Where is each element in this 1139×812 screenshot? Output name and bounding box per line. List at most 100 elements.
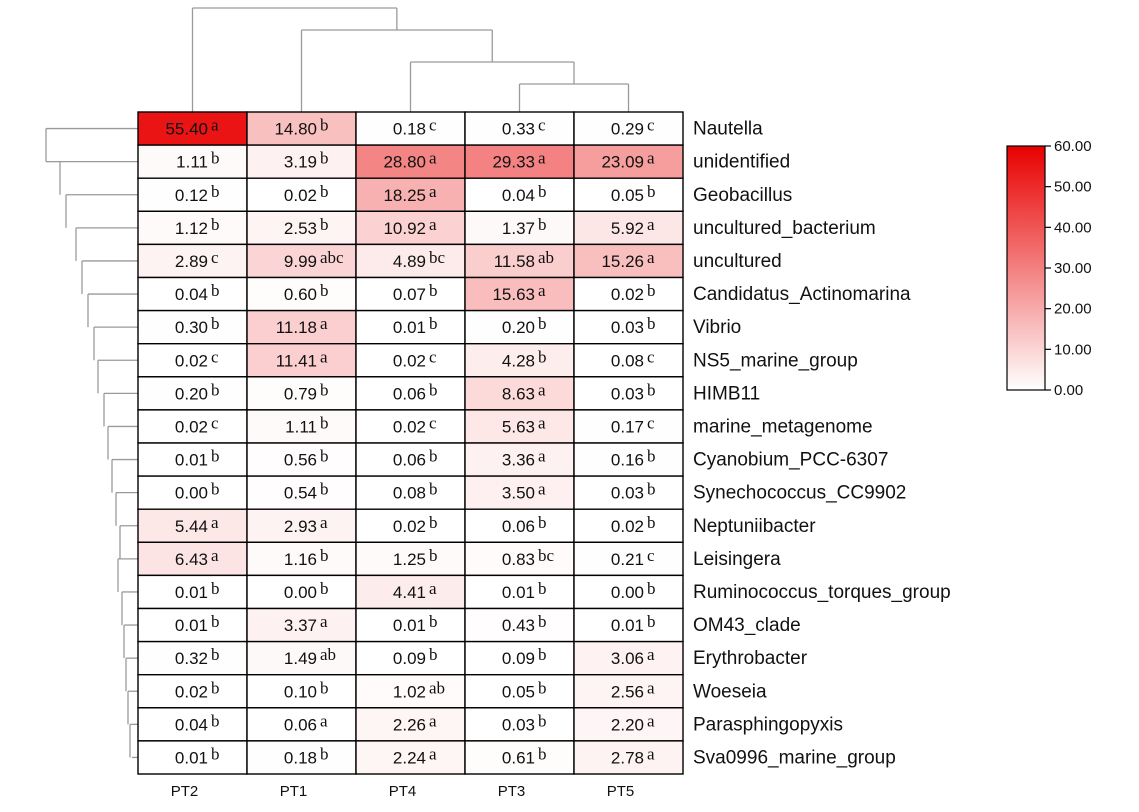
significance-letter: b bbox=[320, 447, 329, 466]
row-label: OM43_clade bbox=[693, 615, 801, 636]
heatmap-cell bbox=[246, 707, 357, 742]
cell-value-label: 0.01 bbox=[175, 748, 208, 767]
significance-letter: b bbox=[320, 182, 329, 201]
color-scale-legend: 60.00 50.00 40.00 30.00 20.00 10.00 0.00 bbox=[1006, 138, 1092, 399]
column-label: PT3 bbox=[498, 783, 526, 800]
significance-letter: ab bbox=[429, 678, 445, 697]
significance-letter: b bbox=[647, 612, 656, 631]
row-label: uncultured bbox=[693, 251, 782, 272]
cell-value-label: 0.32 bbox=[175, 649, 208, 668]
legend-tick-label: 60.00 bbox=[1054, 138, 1092, 155]
cell-value-label: 0.05 bbox=[611, 186, 644, 205]
heatmap-cell bbox=[246, 541, 357, 577]
significance-letter: b bbox=[211, 678, 220, 697]
heatmap-cell bbox=[464, 607, 575, 643]
cell-value-label: 0.01 bbox=[611, 616, 644, 635]
cell-value-label: 11.41 bbox=[276, 351, 317, 370]
cell-value-label: 0.02 bbox=[175, 682, 208, 701]
significance-letter: a bbox=[429, 182, 437, 201]
heatmap-cell bbox=[464, 740, 575, 775]
cell-value-label: 0.20 bbox=[502, 318, 535, 337]
significance-letter: a bbox=[647, 215, 655, 234]
cell-value-label: 0.08 bbox=[393, 484, 426, 503]
significance-letter: c bbox=[538, 116, 546, 135]
cell-value-label: 0.17 bbox=[611, 417, 644, 436]
row-label: Erythrobacter bbox=[693, 648, 808, 669]
row-label: Synechococcus_CC9902 bbox=[693, 483, 906, 504]
significance-letter: a bbox=[429, 711, 437, 730]
heatmap-cell bbox=[464, 409, 575, 444]
significance-letter: c bbox=[211, 248, 219, 267]
significance-letter: b bbox=[320, 380, 329, 399]
significance-letter: a bbox=[538, 281, 546, 300]
cell-value-label: 0.05 bbox=[502, 682, 535, 701]
heatmap-cell bbox=[573, 508, 684, 544]
heatmap-cell bbox=[246, 607, 357, 643]
cell-value-label: 5.92 bbox=[611, 219, 644, 238]
heatmap-cell bbox=[573, 276, 684, 312]
significance-letter: b bbox=[211, 447, 220, 466]
significance-letter: b bbox=[538, 347, 547, 366]
significance-letter: b bbox=[429, 480, 438, 499]
row-label: uncultured_bacterium bbox=[693, 218, 876, 239]
cell-value-label: 23.09 bbox=[601, 153, 644, 172]
cell-value-label: 0.56 bbox=[284, 451, 317, 470]
cell-value-label: 0.10 bbox=[284, 682, 317, 701]
significance-letter: b bbox=[320, 546, 329, 565]
significance-letter: a bbox=[538, 149, 546, 168]
heatmap-cell bbox=[573, 442, 684, 477]
significance-letter: b bbox=[211, 380, 220, 399]
cell-value-label: 3.19 bbox=[284, 153, 317, 172]
cell-value-label: 0.08 bbox=[611, 351, 644, 370]
heatmap-cell bbox=[355, 144, 466, 179]
heatmap-cell bbox=[355, 475, 466, 510]
heatmap-cell bbox=[464, 640, 575, 676]
heatmap-cell bbox=[573, 111, 684, 146]
heatmap-cell bbox=[573, 475, 684, 510]
heatmap-cell bbox=[355, 309, 466, 345]
significance-letter: a bbox=[429, 579, 437, 598]
significance-letter: b bbox=[320, 281, 329, 300]
significance-letter: b bbox=[211, 645, 220, 664]
heatmap-cell bbox=[464, 508, 575, 544]
significance-letter: b bbox=[320, 413, 329, 432]
heatmap-cells bbox=[137, 111, 684, 775]
significance-letter: b bbox=[429, 645, 438, 664]
cell-value-label: 4.28 bbox=[502, 351, 535, 370]
heatmap-cell bbox=[137, 508, 248, 544]
significance-letter: b bbox=[647, 447, 656, 466]
cell-value-label: 18.25 bbox=[383, 186, 426, 205]
significance-letter: b bbox=[647, 579, 656, 598]
significance-letter: a bbox=[429, 215, 437, 234]
column-labels: PT2 PT1 PT4 PT3 PT5 bbox=[171, 783, 635, 800]
significance-letter: ab bbox=[320, 645, 336, 664]
heatmap-cell bbox=[573, 177, 684, 212]
significance-letter: c bbox=[211, 347, 219, 366]
cell-value-label: 0.01 bbox=[393, 616, 426, 635]
significance-letter: a bbox=[647, 744, 655, 763]
cell-value-label: 1.25 bbox=[393, 550, 426, 569]
heatmap-cell bbox=[464, 144, 575, 179]
significance-letter: b bbox=[429, 546, 438, 565]
heatmap-cell bbox=[573, 243, 684, 279]
cell-value-label: 0.02 bbox=[284, 186, 317, 205]
cell-value-label: 0.30 bbox=[175, 318, 208, 337]
cell-value-label: 0.03 bbox=[611, 484, 644, 503]
legend-tick-label: 50.00 bbox=[1054, 179, 1092, 196]
significance-letter: b bbox=[538, 215, 547, 234]
cell-value-label: 0.21 bbox=[611, 550, 644, 569]
heatmap-cell bbox=[573, 740, 684, 775]
significance-letter: bc bbox=[429, 248, 446, 267]
significance-letter: b bbox=[320, 744, 329, 763]
column-label: PT4 bbox=[389, 783, 417, 800]
significance-letter: c bbox=[647, 546, 655, 565]
significance-letter: b bbox=[211, 149, 220, 168]
heatmap-cell bbox=[464, 243, 575, 279]
heatmap-cell bbox=[137, 177, 248, 212]
heatmap-cell bbox=[573, 674, 684, 709]
significance-letter: b bbox=[538, 711, 547, 730]
cell-value-label: 0.18 bbox=[393, 120, 426, 139]
column-dendrogram bbox=[191, 7, 630, 112]
cell-value-label: 3.06 bbox=[611, 649, 644, 668]
